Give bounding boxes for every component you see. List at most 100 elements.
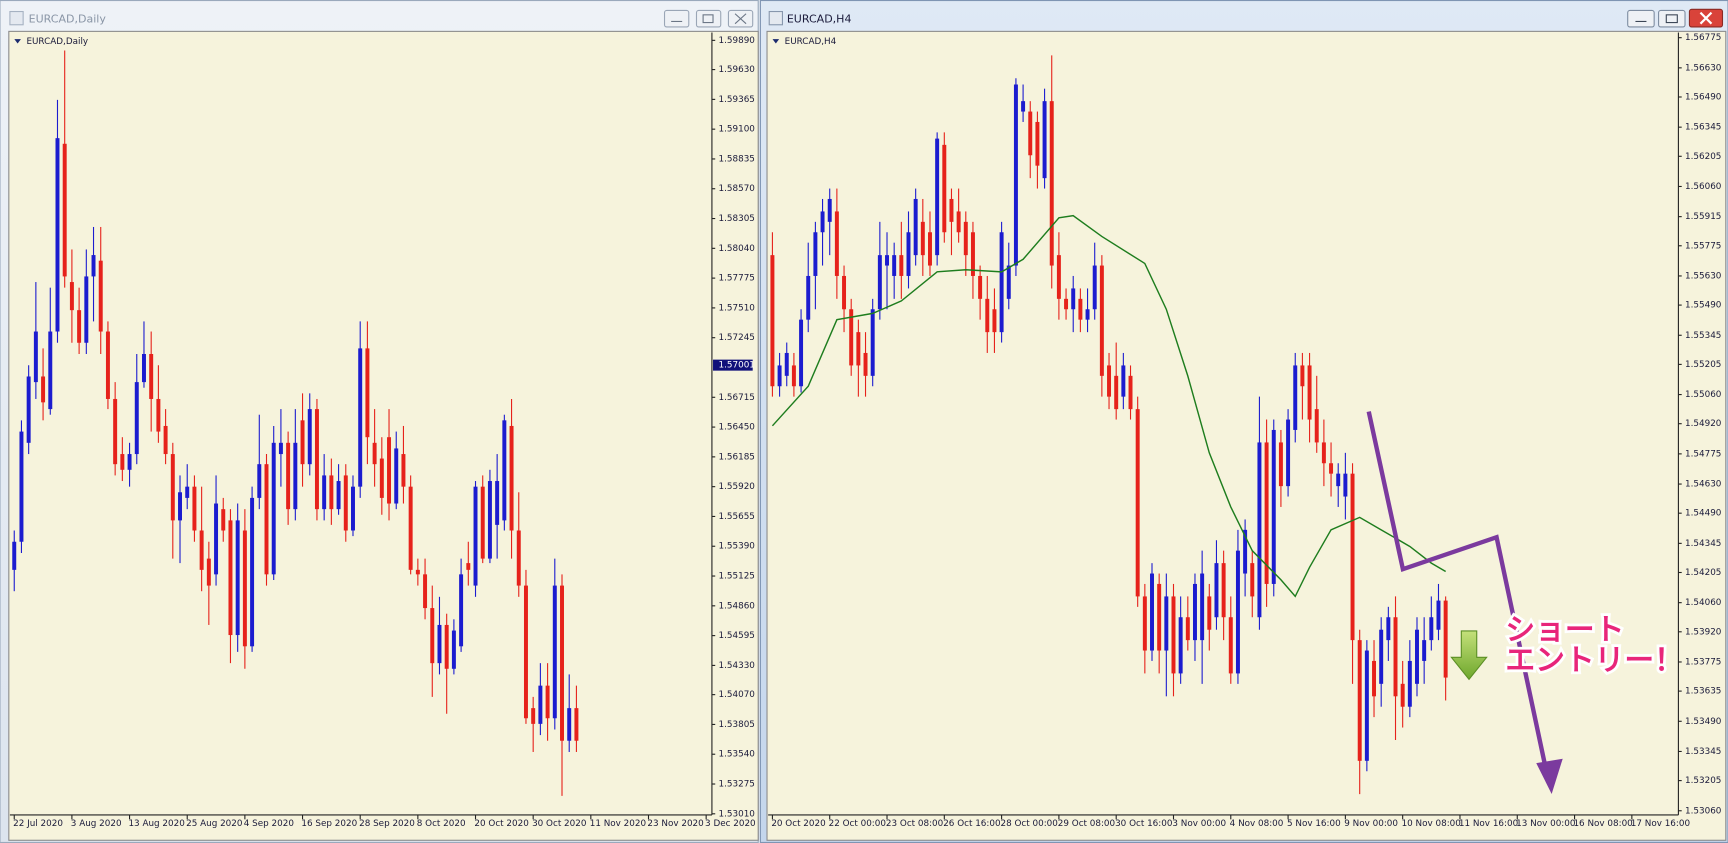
candle-body <box>1078 298 1083 320</box>
candle-body <box>1021 101 1026 112</box>
candle-body <box>1200 573 1205 641</box>
candle-body <box>978 275 983 299</box>
candle-body <box>408 486 413 570</box>
window-controls[interactable] <box>1627 8 1724 28</box>
x-tick-label: 13 Aug 2020 <box>128 819 185 829</box>
y-tick-label: 1.54595 <box>719 631 755 641</box>
x-tick-label: 8 Oct 2020 <box>417 819 466 829</box>
candle-body <box>1071 288 1076 310</box>
y-tick-label: 1.59630 <box>719 65 756 75</box>
annotation-text: エントリー！ <box>1505 643 1684 678</box>
y-tick-label: 1.53275 <box>719 780 755 790</box>
minimize-button[interactable] <box>1627 9 1655 28</box>
y-tick-label: 1.56345 <box>1685 123 1721 133</box>
candle-body <box>26 376 31 443</box>
x-tick-label: 4 Nov 08:00 <box>1230 819 1284 829</box>
minimize-button[interactable] <box>663 9 690 28</box>
y-tick-label: 1.56060 <box>1685 182 1722 192</box>
candle-body <box>899 255 904 276</box>
candle-body <box>1436 600 1441 630</box>
y-tick-label: 1.58305 <box>719 214 755 224</box>
candle-body <box>1235 550 1240 674</box>
y-tick-label: 1.59365 <box>719 95 755 105</box>
candle-body <box>235 520 240 636</box>
candle-body <box>314 409 319 510</box>
arrow-head <box>1536 758 1563 794</box>
candle-body <box>1228 617 1233 674</box>
candle-body <box>1286 419 1291 487</box>
candle-body <box>307 409 312 465</box>
candle-body <box>849 309 854 366</box>
candle-body <box>430 608 435 664</box>
candle-body <box>84 276 89 343</box>
candle-body <box>1157 583 1162 651</box>
candle-body <box>1192 583 1197 641</box>
y-tick-label: 1.55390 <box>719 542 756 552</box>
candle-body <box>906 232 911 276</box>
y-tick-label: 1.54490 <box>1685 509 1722 519</box>
candle-body <box>963 221 968 256</box>
y-tick-label: 1.55655 <box>719 512 755 522</box>
candle-body <box>221 509 226 531</box>
candle-body <box>286 442 291 510</box>
x-tick-label: 28 Oct 00:00 <box>1001 819 1059 829</box>
restore-button[interactable] <box>1658 9 1686 28</box>
y-tick-label: 1.55345 <box>1685 331 1721 341</box>
bid-label: 1.57001 <box>719 361 755 371</box>
window-controls[interactable] <box>663 9 754 28</box>
x-tick-label: 4 Sep 2020 <box>244 819 295 829</box>
candle-body <box>827 198 832 222</box>
x-tick-label: 26 Oct 16:00 <box>943 819 1001 829</box>
candle-body <box>12 541 17 570</box>
candle-body <box>77 310 82 343</box>
x-tick-label: 17 Nov 16:00 <box>1631 819 1691 829</box>
annotation-text: ショート <box>1505 612 1624 647</box>
candle-body <box>257 464 262 498</box>
candle-body <box>293 442 298 510</box>
candle-body <box>1372 660 1377 697</box>
candle-body <box>799 319 804 387</box>
candle-body <box>885 255 889 266</box>
y-tick-label: 1.57245 <box>719 333 755 343</box>
candle-body <box>1343 473 1348 497</box>
candle-body <box>1293 365 1298 430</box>
x-tick-label: 3 Dec 2020 <box>705 819 756 829</box>
candle-body <box>1171 596 1176 674</box>
candle-body <box>444 624 449 669</box>
y-tick-label: 1.53490 <box>1685 717 1722 727</box>
candle-body <box>1314 409 1319 443</box>
y-tick-label: 1.55775 <box>1685 241 1721 251</box>
candle-body <box>545 685 550 719</box>
candle-body <box>1114 375 1119 410</box>
restore-button[interactable] <box>695 9 722 28</box>
candle-body <box>459 574 464 647</box>
y-tick-label: 1.54920 <box>1685 419 1722 429</box>
candle-body <box>1006 265 1011 299</box>
y-tick-label: 1.54330 <box>719 661 756 671</box>
candle-body <box>127 454 132 470</box>
candle-body <box>113 398 118 465</box>
candle-body <box>1135 409 1140 597</box>
candle-body <box>48 331 53 410</box>
candle-body <box>784 352 789 376</box>
candle-body <box>1221 563 1226 618</box>
candle-body <box>387 437 392 504</box>
candle-body <box>250 497 255 647</box>
candle-body <box>813 232 818 276</box>
candle-body <box>1393 617 1398 697</box>
candle-body <box>920 221 925 256</box>
candle-body <box>156 398 161 432</box>
candle-body <box>1092 265 1097 310</box>
candle-body <box>1400 683 1405 707</box>
candle-body <box>560 585 564 741</box>
y-tick-label: 1.54205 <box>1685 568 1721 578</box>
x-tick-label: 20 Oct 2020 <box>771 819 826 829</box>
candle-body <box>91 255 96 277</box>
candle-body <box>956 211 961 233</box>
x-tick-label: 11 Nov 2020 <box>590 819 647 829</box>
candle-body <box>1357 640 1362 761</box>
candle-body <box>141 354 146 383</box>
x-tick-label: 5 Nov 16:00 <box>1287 819 1341 829</box>
candle-body <box>509 425 514 531</box>
y-tick-label: 1.56185 <box>719 452 755 462</box>
